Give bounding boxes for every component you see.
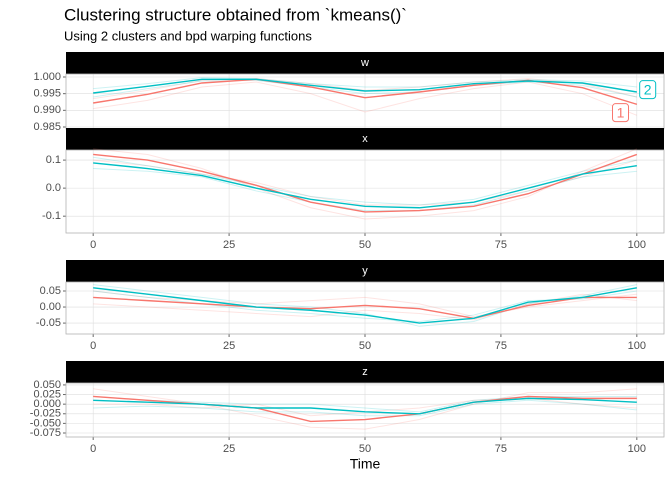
y-tick-label: 0.050 xyxy=(33,379,61,391)
x-tick-label: 75 xyxy=(495,443,507,455)
x-tick-label: 25 xyxy=(223,239,235,251)
y-tick-label: 0.995 xyxy=(33,88,61,100)
x-tick-label: 25 xyxy=(223,340,235,352)
y-tick-label: -0.050 xyxy=(30,417,61,429)
strip-label: y xyxy=(362,265,368,277)
x-tick-label: 75 xyxy=(495,239,507,251)
y-tick-label: -0.025 xyxy=(30,408,61,420)
y-tick-label: -0.1 xyxy=(42,210,61,222)
x-tick-label: 50 xyxy=(359,239,371,251)
x-tick-label: 100 xyxy=(628,443,646,455)
y-tick-label: 0.000 xyxy=(33,398,61,410)
x-tick-label: 0 xyxy=(90,443,96,455)
cluster-mean-line xyxy=(93,296,637,319)
panel-border xyxy=(65,382,665,438)
cluster-mean-line xyxy=(93,287,637,324)
strip xyxy=(66,260,664,282)
cluster-mean-line xyxy=(93,78,637,94)
cluster-mean-line xyxy=(93,153,638,213)
annotation-label: 1 xyxy=(617,104,625,120)
strip-label: z xyxy=(362,366,368,378)
individual-curve xyxy=(93,156,637,206)
x-tick-label: 50 xyxy=(359,340,371,352)
x-axis-title: Time xyxy=(350,456,381,472)
strip xyxy=(66,128,664,150)
x-tick-label: 0 xyxy=(90,239,96,251)
strip xyxy=(66,361,664,383)
individual-curve xyxy=(93,159,637,206)
annotation-box xyxy=(612,103,630,123)
y-tick-label: 0.05 xyxy=(40,285,61,297)
y-tick-label: 0.990 xyxy=(33,104,61,116)
strip-label: w xyxy=(360,57,369,69)
x-tick-label: 50 xyxy=(359,443,371,455)
x-tick-label: 25 xyxy=(223,443,235,455)
y-tick-label: 0.0 xyxy=(46,182,61,194)
y-tick-label: 0.985 xyxy=(33,121,61,133)
x-tick-label: 100 xyxy=(628,340,646,352)
cluster-mean-line xyxy=(93,78,638,105)
chart-title: Clustering structure obtained from `kmea… xyxy=(64,5,407,24)
strip xyxy=(66,52,664,74)
y-tick-label: 0.00 xyxy=(40,301,61,313)
x-tick-label: 0 xyxy=(90,340,96,352)
chart-subtitle: Using 2 clusters and bpd warping functio… xyxy=(64,28,312,43)
x-tick-label: 100 xyxy=(628,239,646,251)
panel-border xyxy=(65,281,665,335)
individual-curve xyxy=(93,77,637,90)
y-tick-label: 0.025 xyxy=(33,388,61,400)
individual-curve xyxy=(93,388,637,430)
individual-curve xyxy=(93,290,637,318)
y-tick-label: -0.075 xyxy=(30,427,61,439)
individual-curve xyxy=(93,148,638,220)
cluster-mean-line xyxy=(93,162,637,209)
y-tick-label: -0.05 xyxy=(36,317,61,329)
individual-curve xyxy=(93,168,637,212)
strip-label: x xyxy=(362,133,368,145)
annotation-label: 2 xyxy=(644,81,652,97)
x-tick-label: 75 xyxy=(495,340,507,352)
y-tick-label: 0.1 xyxy=(46,154,61,166)
panel-border xyxy=(65,149,665,234)
annotation-box xyxy=(639,80,657,100)
cluster-mean-line xyxy=(93,397,637,415)
individual-curve xyxy=(93,399,637,417)
y-tick-label: 1.000 xyxy=(33,71,61,83)
individual-curve xyxy=(93,81,638,116)
